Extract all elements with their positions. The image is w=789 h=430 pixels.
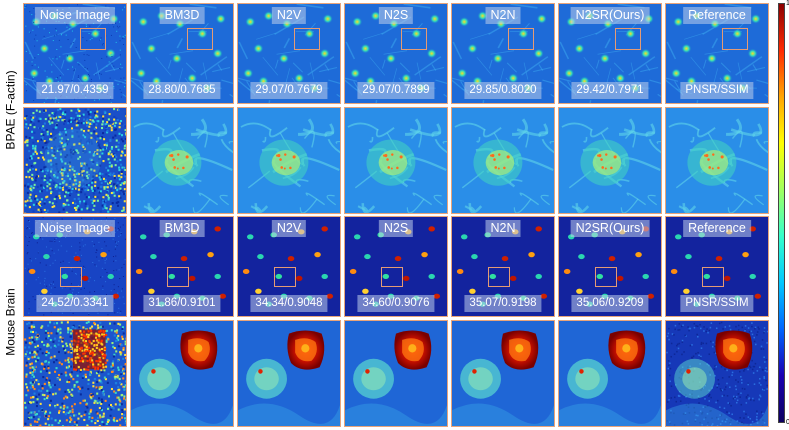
tile-bpae-cells-n2s: N2S 29.07/0.7899 [344, 3, 448, 104]
roi-box [508, 28, 534, 50]
roi-box [615, 28, 641, 50]
row-label-mouse-brain: Mouse Brain [4, 288, 18, 356]
method-label: Reference [683, 7, 751, 24]
tile-brain-brainZoom-reference [665, 320, 769, 427]
roi-box [488, 267, 510, 287]
roi-box [274, 267, 296, 287]
roi-box [702, 267, 724, 287]
tile-brain-brainZoom-bm3d [130, 320, 234, 427]
metric-label: 29.42/0.7971 [571, 82, 649, 99]
tile-brain-nuclei-n2n: N2N 35.07/0.9198 [451, 216, 555, 317]
roi-box [80, 28, 106, 50]
tile-bpae-bpaeZoom-n2n [451, 107, 555, 214]
tile-brain-brainZoom-noise-image [23, 320, 127, 427]
tile-bpae-bpaeZoom-n2sr-ours [558, 107, 662, 214]
tile-brain-nuclei-noise-image: Noise Image 24.52/0.3341 [23, 216, 127, 317]
tile-brain-nuclei-n2v: N2V 34.34/0.9048 [237, 216, 341, 317]
tile-bpae-cells-n2sr-ours: N2SR(Ours) 29.42/0.7971 [558, 3, 662, 104]
metric-label: 29.07/0.7679 [250, 82, 328, 99]
tile-bpae-cells-n2n: N2N 29.85/0.8020 [451, 3, 555, 104]
method-label: BM3D [159, 7, 205, 24]
tile-brain-brainZoom-n2sr-ours [558, 320, 662, 427]
tile-bpae-bpaeZoom-noise-image [23, 107, 127, 214]
tile-brain-nuclei-n2s: N2S 34.60/0.9076 [344, 216, 448, 317]
tile-brain-brainZoom-n2v [237, 320, 341, 427]
tile-brain-nuclei-n2sr-ours: N2SR(Ours) 35.06/0.9209 [558, 216, 662, 317]
tile-bpae-cells-noise-image: Noise Image 21.97/0.4359 [23, 3, 127, 104]
tile-bpae-cells-reference: Reference PNSR/SSIM [665, 3, 769, 104]
method-label: Reference [683, 220, 751, 237]
method-label: N2N [485, 7, 521, 24]
method-label: N2N [485, 220, 521, 237]
roi-box [294, 28, 320, 50]
roi-box [167, 267, 189, 287]
roi-box [187, 28, 213, 50]
metric-label: 35.07/0.9198 [464, 295, 542, 312]
row-label-bpae: BPAE (F-actin) [4, 69, 18, 150]
colorbar-max-label: 1 [786, 0, 789, 7]
metric-label: 29.07/0.7899 [357, 82, 435, 99]
metric-label: 34.34/0.9048 [250, 295, 328, 312]
colorbar [778, 3, 785, 423]
tile-bpae-bpaeZoom-n2v [237, 107, 341, 214]
method-label: N2V [271, 7, 307, 24]
metric-label: PNSR/SSIM [680, 295, 754, 312]
tile-brain-brainZoom-n2s [344, 320, 448, 427]
metric-label: 28.80/0.7685 [143, 82, 221, 99]
tile-bpae-bpaeZoom-n2s [344, 107, 448, 214]
colorbar-min-label: 0 [786, 419, 789, 426]
metric-label: 31.86/0.9101 [143, 295, 221, 312]
roi-box [60, 267, 82, 287]
method-label: N2SR(Ours) [570, 220, 650, 237]
tile-brain-nuclei-bm3d: BM3D 31.86/0.9101 [130, 216, 234, 317]
metric-label: PNSR/SSIM [680, 82, 754, 99]
metric-label: 21.97/0.4359 [36, 82, 114, 99]
roi-box [722, 28, 748, 50]
method-label: N2S [378, 7, 414, 24]
metric-label: 24.52/0.3341 [36, 295, 114, 312]
tile-brain-brainZoom-n2n [451, 320, 555, 427]
method-label: Noise Image [34, 220, 116, 237]
roi-box [381, 267, 403, 287]
tile-bpae-bpaeZoom-reference [665, 107, 769, 214]
method-label: Noise Image [34, 7, 116, 24]
tile-brain-nuclei-reference: Reference PNSR/SSIM [665, 216, 769, 317]
roi-box [595, 267, 617, 287]
method-label: N2SR(Ours) [570, 7, 650, 24]
method-label: N2S [378, 220, 414, 237]
roi-box [401, 28, 427, 50]
method-label: BM3D [159, 220, 205, 237]
tile-bpae-cells-n2v: N2V 29.07/0.7679 [237, 3, 341, 104]
metric-label: 29.85/0.8020 [464, 82, 542, 99]
metric-label: 34.60/0.9076 [357, 295, 435, 312]
metric-label: 35.06/0.9209 [571, 295, 649, 312]
tile-bpae-cells-bm3d: BM3D 28.80/0.7685 [130, 3, 234, 104]
method-label: N2V [271, 220, 307, 237]
tile-bpae-bpaeZoom-bm3d [130, 107, 234, 214]
